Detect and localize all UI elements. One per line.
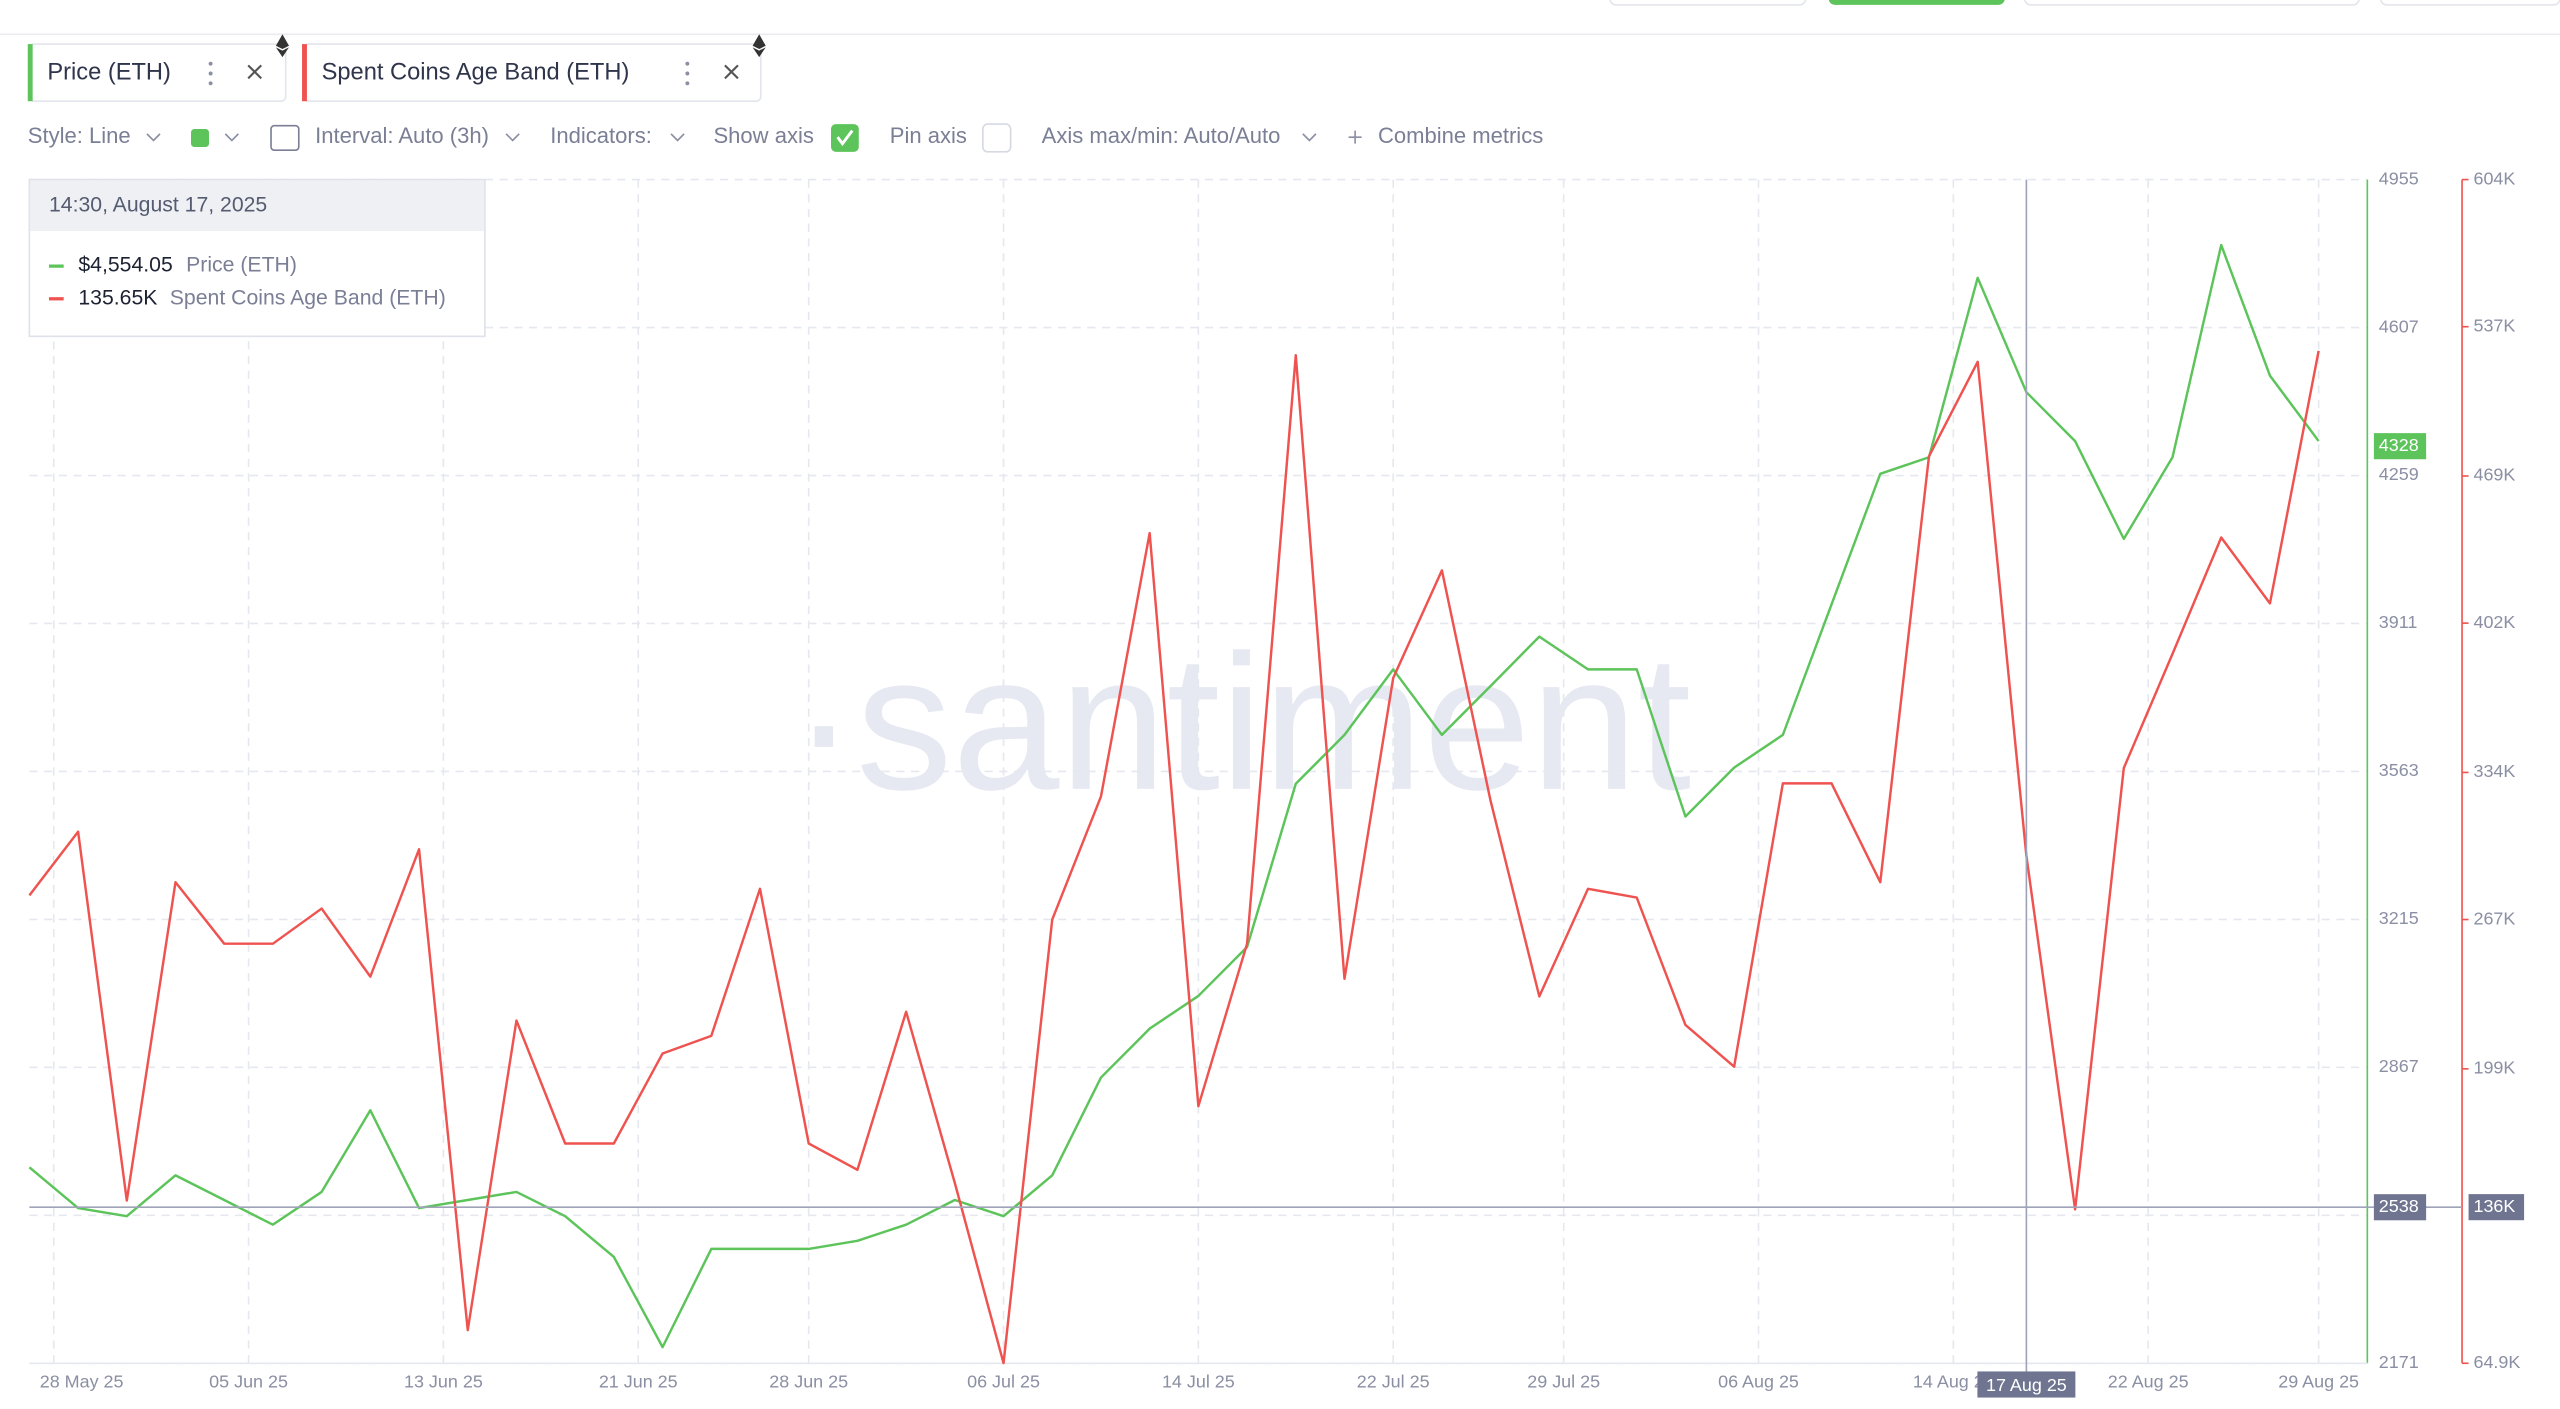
series-line (28, 243, 2320, 1349)
interval-select[interactable]: Interval: Auto (3h) (315, 123, 489, 148)
y-tick-label: 4259 (2379, 464, 2419, 484)
toolbar: Style: Line Interval: Auto (3h) Indicato… (28, 123, 1543, 153)
indicators-select[interactable]: Indicators: (550, 123, 652, 148)
tab-label: Spent Coins Age Band (ETH) (322, 60, 630, 86)
color-swatch[interactable] (191, 128, 209, 147)
y-tick-label: 4607 (2379, 316, 2419, 336)
y2-tick-label: 469K (2473, 465, 2515, 485)
x-tick-label: 28 May 25 (40, 1372, 124, 1392)
x-tick-label: 06 Jul 25 (967, 1372, 1040, 1392)
last-value-label: 4328 (2379, 435, 2419, 455)
close-icon[interactable] (247, 64, 262, 80)
plot: ·santiment217125192867321535633911425946… (28, 168, 2525, 1398)
watermark: ·santiment (792, 615, 1691, 830)
combine-metrics[interactable]: Combine metrics (1378, 123, 1543, 148)
button[interactable] (2023, 0, 2360, 6)
close-icon[interactable] (724, 64, 739, 80)
tooltip-value: 135.65K (78, 286, 157, 309)
y2-tick-label: 267K (2473, 908, 2515, 928)
y-tick-label: 2171 (2379, 1352, 2419, 1372)
x-tick-label: 28 Jun 25 (769, 1372, 848, 1392)
checkbox-checked[interactable] (831, 124, 859, 152)
menu-icon (685, 61, 690, 66)
tooltip-header (30, 180, 485, 232)
button[interactable] (1828, 0, 2005, 5)
chevron (670, 133, 685, 142)
check-icon (836, 129, 854, 147)
tooltip-name: Price (ETH) (186, 254, 297, 277)
tab-accent (27, 44, 33, 102)
metric-tab[interactable]: Price (ETH) (27, 34, 289, 103)
checkbox[interactable] (982, 123, 1012, 153)
chevron (146, 133, 161, 142)
tab-label: Price (ETH) (47, 60, 171, 86)
show-axis-label[interactable]: Show axis (713, 123, 813, 148)
menu-icon (208, 71, 213, 76)
button[interactable] (2379, 0, 2560, 6)
top-bar (0, 0, 2560, 36)
y-tick-label: 3911 (2379, 612, 2418, 632)
x-tick-label: 22 Aug 25 (2108, 1372, 2189, 1392)
x-tick-label: 29 Jul 25 (1527, 1372, 1600, 1392)
y-tick-label: 4955 (2379, 168, 2419, 188)
y-tick-label: 3563 (2379, 760, 2419, 780)
tooltip-value: $4,554.05 (78, 254, 172, 277)
y-tick-label: 2867 (2379, 1056, 2419, 1076)
x-tick-label: 29 Aug 25 (2278, 1372, 2359, 1392)
eth-icon (752, 34, 766, 49)
tooltip-time: 14:30, August 17, 2025 (49, 193, 267, 216)
crosshair-y-label: 2538 (2379, 1196, 2419, 1216)
pin-axis-label[interactable]: Pin axis (890, 123, 967, 148)
y2-tick-label: 334K (2473, 761, 2515, 781)
last-value-box (2373, 433, 2427, 460)
y-tick-label: 3215 (2379, 908, 2419, 928)
crosshair-y2-label: 136K (2473, 1196, 2515, 1216)
x-tick-label: 14 Jul 25 (1162, 1372, 1235, 1392)
eth-icon (275, 34, 289, 49)
y2-tick-label: 604K (2473, 168, 2515, 188)
style-select[interactable]: Style: Line (28, 123, 131, 148)
y2-tick-label: 64.9K (2473, 1352, 2520, 1372)
x-tick-label: 21 Jun 25 (599, 1372, 678, 1392)
crosshair-y-box (2373, 1194, 2427, 1221)
crosshair-x-label: 17 Aug 25 (1986, 1375, 2067, 1395)
x-tick-label: 05 Jun 25 (209, 1372, 288, 1392)
menu-icon (208, 81, 213, 86)
chevron (224, 133, 239, 142)
x-tick-label: 06 Aug 25 (1718, 1372, 1799, 1392)
y2-tick-label: 402K (2473, 612, 2515, 632)
x-tick-label: 14 Aug 25 (1913, 1372, 1994, 1392)
menu-icon (685, 81, 690, 86)
menu-icon (685, 71, 690, 76)
eth-icon (275, 47, 289, 58)
x-tick-label: 13 Jun 25 (404, 1372, 483, 1392)
axis-maxmin-select[interactable]: Axis max/min: Auto/Auto (1042, 123, 1281, 148)
plus-icon (1348, 130, 1362, 144)
menu-icon (208, 61, 213, 66)
chevron (505, 133, 520, 142)
chevron (1302, 133, 1317, 142)
metric-tab[interactable]: Spent Coins Age Band (ETH) (302, 34, 766, 103)
tooltip-name: Spent Coins Age Band (ETH) (170, 286, 446, 309)
eth-icon (752, 47, 766, 58)
y2-tick-label: 199K (2473, 1058, 2515, 1078)
x-tick-label: 22 Jul 25 (1357, 1372, 1430, 1392)
tooltip: 14:30, August 17, 2025 $4,554.05 Price (… (28, 178, 486, 338)
y2-tick-label: 537K (2473, 315, 2515, 335)
crosshair-x-box (1977, 1371, 2076, 1398)
button[interactable] (1609, 0, 1807, 6)
calendar-icon (270, 124, 300, 152)
tab-accent (302, 44, 307, 102)
crosshair-y2-box (2468, 1194, 2525, 1221)
series-line (28, 350, 2320, 1365)
